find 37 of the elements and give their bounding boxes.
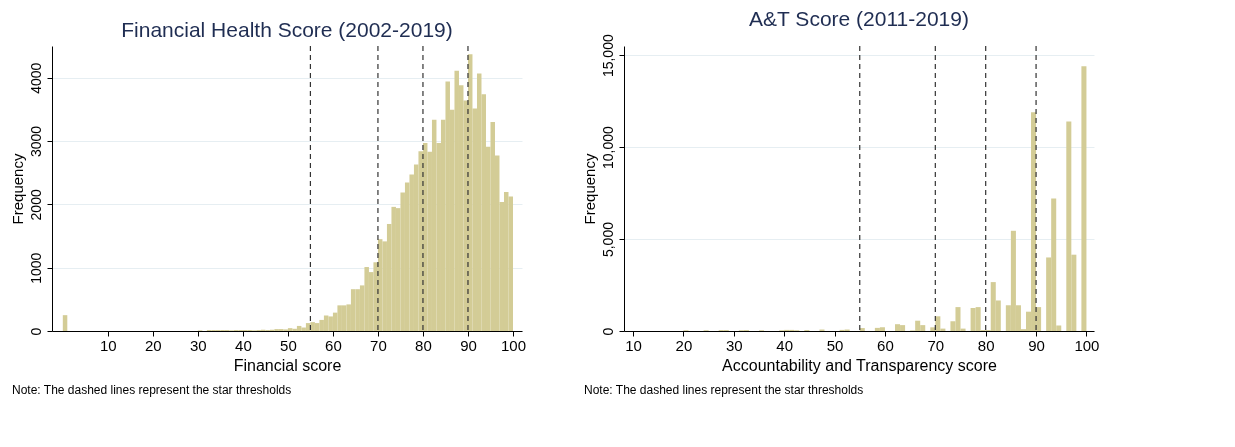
y-tick-label: 2000 <box>27 189 44 221</box>
x-tick-label: 50 <box>280 336 297 354</box>
x-tick-label: 70 <box>927 336 945 354</box>
text: Note: The dashed lines represent the star thresholds <box>584 383 864 397</box>
chart-title: A&T Score (2011-2019) <box>749 6 969 30</box>
x-tick-label: 30 <box>725 336 743 354</box>
x-tick-label: 20 <box>675 336 693 354</box>
x-tick-label: 40 <box>235 336 252 354</box>
y-tick-label: 1000 <box>27 252 44 284</box>
x-tick-label: 10 <box>625 336 642 354</box>
y-tick-label: 10,000 <box>599 126 616 170</box>
y-tick-label: 4000 <box>27 62 44 94</box>
x-tick-label: 40 <box>776 336 794 354</box>
x-tick-label: 100 <box>1074 336 1100 354</box>
x-axis-title: Accountability and Transparency score <box>722 356 998 374</box>
y-axis-title: Frequency <box>580 153 598 225</box>
x-tick-label: 100 <box>500 336 527 354</box>
x-tick-label: 60 <box>325 336 342 354</box>
x-tick-label: 20 <box>145 336 162 354</box>
x-tick-label: 90 <box>460 336 477 354</box>
x-tick-label: 90 <box>1028 336 1045 354</box>
x-tick-label: 50 <box>826 336 844 354</box>
x-tick-label: 70 <box>370 336 387 354</box>
x-tick-label: 80 <box>977 336 995 354</box>
x-axis-title: Financial score <box>233 356 342 374</box>
x-tick-label: 80 <box>415 336 432 354</box>
y-tick-label: 0 <box>27 327 44 336</box>
y-tick-label: 5,000 <box>599 221 616 258</box>
x-tick-label: 30 <box>190 336 207 354</box>
text: Note: The dashed lines represent the star thresholds <box>12 383 292 397</box>
y-axis-title: Frequency <box>8 153 26 225</box>
chart-title: Financial Health Score (2002-2019) <box>121 18 453 42</box>
x-tick-label: 10 <box>99 336 117 354</box>
x-tick-label: 60 <box>877 336 894 354</box>
y-tick-label: 3000 <box>27 125 44 158</box>
y-tick-label: 15,000 <box>599 34 616 78</box>
y-tick-label: 0 <box>599 327 616 336</box>
